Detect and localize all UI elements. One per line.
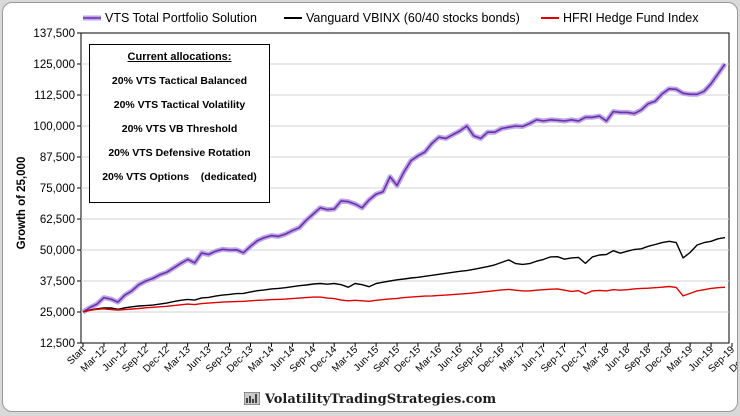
y-tick-label: 50,000: [40, 245, 75, 257]
y-tick-label: 75,000: [40, 183, 75, 195]
allocation-item: 20% VTS Tactical Volatility: [113, 99, 246, 111]
legend-label-vts: VTS Total Portfolio Solution: [105, 11, 257, 25]
legend-label-hfri: HFRI Hedge Fund Index: [563, 11, 699, 25]
x-axis-ticks: StartMar-12Jun-12Sep-12Dec-12Mar-13Jun-1…: [65, 343, 737, 375]
allocations-title: Current allocations:: [127, 51, 232, 63]
y-tick-label: 137,500: [33, 28, 75, 40]
allocation-item: 20% VTS Defensive Rotation: [108, 147, 251, 159]
legend-label-vbinx: Vanguard VBINX (60/40 stocks bonds): [306, 11, 520, 25]
allocations-box: Current allocations: 20% VTS Tactical Ba…: [89, 44, 270, 203]
y-tick-label: 125,000: [33, 59, 75, 71]
footer-site: VolatilityTradingStrategies.com: [264, 392, 497, 407]
series-line-0: [82, 63, 726, 313]
series-lines: [81, 62, 728, 315]
y-tick-label: 12,500: [40, 338, 75, 350]
y-tick-label: 100,000: [33, 121, 75, 133]
series-line-1: [82, 236, 726, 313]
y-tick-label: 25,000: [40, 307, 75, 319]
y-axis-label: Growth of 25,000: [16, 157, 28, 250]
allocation-item: 20% VTS Options (dedicated): [102, 171, 257, 183]
allocation-item: 20% VTS Tactical Balanced: [111, 75, 248, 87]
y-tick-label: 112,500: [34, 90, 75, 102]
y-tick-label: 37,500: [40, 276, 75, 288]
series-line-2: [82, 285, 726, 313]
chart-logo-icon: [243, 392, 260, 405]
y-tick-label: 87,500: [40, 152, 75, 164]
y-tick-label: 62,500: [40, 214, 75, 226]
y-axis-ticks: 137,500 125,000 112,500 100,000 87,500 75,000…: [33, 28, 81, 350]
line-chart: VTS Total Portfolio Solution Vanguard VB…: [16, 11, 737, 375]
footer: VolatilityTradingStrategies.com: [3, 392, 737, 407]
allocation-item: 20% VTS VB Threshold: [121, 123, 238, 135]
legend: VTS Total Portfolio Solution Vanguard VB…: [83, 11, 699, 25]
